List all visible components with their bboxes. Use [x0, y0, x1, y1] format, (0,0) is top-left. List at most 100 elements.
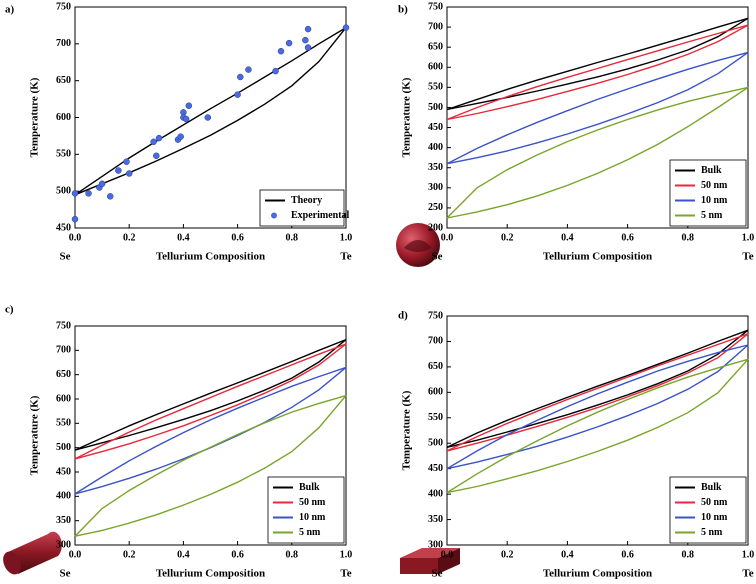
- y-tick-label: 450: [56, 222, 71, 233]
- y-tick-label: 650: [56, 369, 71, 380]
- y-tick-label: 600: [56, 112, 71, 123]
- curve: [446, 344, 749, 470]
- legend-label: 50 nm: [299, 497, 326, 508]
- y-tick-label: 300: [56, 539, 71, 550]
- data-point: [237, 73, 244, 81]
- data-point: [185, 102, 193, 109]
- data-point: [234, 91, 241, 98]
- y-axis-label: Temperature (K): [401, 77, 413, 157]
- data-point: [106, 193, 114, 200]
- y-tick-label: 350: [428, 514, 443, 525]
- x-tick-label: 0.0: [69, 549, 82, 560]
- y-tick-label: 350: [56, 515, 71, 526]
- chart-panel: c) 300 350 400 450 500 550 600 650 700 750 0.0 0.2 0.…: [5, 304, 352, 580]
- data-point: [123, 158, 130, 165]
- curve: [446, 17, 749, 111]
- x-tick-label: 0.4: [177, 549, 190, 560]
- plot-frame: [446, 315, 749, 546]
- data-point: [272, 67, 279, 75]
- x-tick-label: 0.0: [69, 232, 82, 243]
- y-tick-label: 550: [428, 82, 443, 93]
- legend-label: Bulk: [701, 482, 722, 493]
- curve: [446, 329, 749, 448]
- x-start-label: Se: [432, 251, 443, 263]
- y-tick-label: 300: [428, 539, 443, 550]
- data-point: [277, 47, 285, 55]
- x-tick-label: 1.0: [742, 549, 755, 560]
- chart-panel: a) 450 500 550 600 650 700 750 0.0 0.2 0.4 0.6 0.8 1.…: [5, 1, 352, 262]
- data-point: [304, 25, 312, 33]
- legend-label: 10 nm: [701, 512, 728, 523]
- x-end-label: Te: [742, 251, 753, 263]
- y-tick-label: 700: [428, 336, 443, 347]
- y-axis-label: Temperature (K): [29, 395, 41, 475]
- curve: [446, 86, 749, 219]
- x-tick-label: 1.0: [742, 232, 755, 243]
- x-tick-label: 0.8: [682, 549, 695, 560]
- y-tick-label: 500: [428, 438, 443, 449]
- curve: [74, 339, 347, 451]
- data-point: [71, 215, 79, 223]
- x-tick-label: 0.4: [561, 232, 574, 243]
- y-tick-label: 550: [428, 412, 443, 423]
- data-point: [245, 66, 252, 73]
- legend-label: Theory: [291, 195, 322, 206]
- x-end-label: Te: [340, 251, 351, 263]
- curve: [446, 17, 749, 111]
- y-tick-label: 400: [56, 491, 71, 502]
- data-point: [71, 190, 79, 197]
- panel-label: b): [398, 4, 408, 16]
- y-tick-label: 650: [428, 361, 443, 372]
- curve: [446, 51, 749, 165]
- x-tick-label: 0.0: [441, 232, 454, 243]
- curve: [74, 26, 347, 196]
- y-tick-label: 600: [56, 393, 71, 404]
- data-point: [304, 44, 312, 51]
- y-tick-label: 250: [428, 202, 443, 213]
- curve: [74, 27, 347, 196]
- data-point: [342, 24, 350, 31]
- y-tick-label: 200: [428, 222, 443, 233]
- y-tick-label: 550: [56, 418, 71, 429]
- y-tick-label: 600: [428, 62, 443, 73]
- x-tick-label: 0.2: [501, 232, 514, 243]
- x-axis-label: Tellurium Composition: [543, 251, 652, 263]
- legend-label: Bulk: [701, 165, 722, 176]
- data-point: [85, 190, 92, 197]
- legend-label: 50 nm: [701, 180, 728, 191]
- y-tick-label: 450: [428, 122, 443, 133]
- x-tick-label: 0.6: [621, 549, 634, 560]
- curve: [446, 329, 749, 448]
- data-point: [204, 114, 212, 121]
- data-point: [285, 39, 293, 47]
- curve: [446, 24, 749, 121]
- curve: [446, 344, 749, 470]
- curve: [74, 343, 347, 460]
- x-start-label: Se: [432, 568, 443, 580]
- x-end-label: Te: [742, 568, 753, 580]
- x-tick-label: 0.8: [682, 232, 695, 243]
- y-tick-label: 700: [428, 21, 443, 32]
- x-start-label: Se: [60, 251, 71, 263]
- chart-panel: d) 300 350 400 450 500 550 600 650 700 750 0.0 0.2 0.…: [398, 310, 754, 580]
- curve: [446, 333, 749, 452]
- x-tick-label: 0.6: [621, 232, 634, 243]
- y-tick-label: 750: [428, 1, 443, 12]
- y-tick-label: 350: [428, 162, 443, 173]
- curve: [74, 338, 347, 451]
- legend-box: [259, 189, 345, 227]
- legend-label: 10 nm: [299, 512, 326, 523]
- data-point: [150, 138, 157, 146]
- x-end-label: Te: [340, 568, 351, 580]
- y-tick-label: 450: [428, 463, 443, 474]
- x-tick-label: 0.6: [231, 232, 244, 243]
- x-tick-label: 0.8: [286, 549, 299, 560]
- x-tick-label: 0.4: [177, 232, 190, 243]
- x-tick-label: 0.2: [501, 549, 514, 560]
- curve: [74, 395, 347, 537]
- data-point: [177, 133, 184, 140]
- x-tick-label: 0.6: [231, 549, 244, 560]
- curve: [446, 358, 749, 494]
- data-point: [182, 115, 190, 123]
- plot-frame: [446, 6, 749, 229]
